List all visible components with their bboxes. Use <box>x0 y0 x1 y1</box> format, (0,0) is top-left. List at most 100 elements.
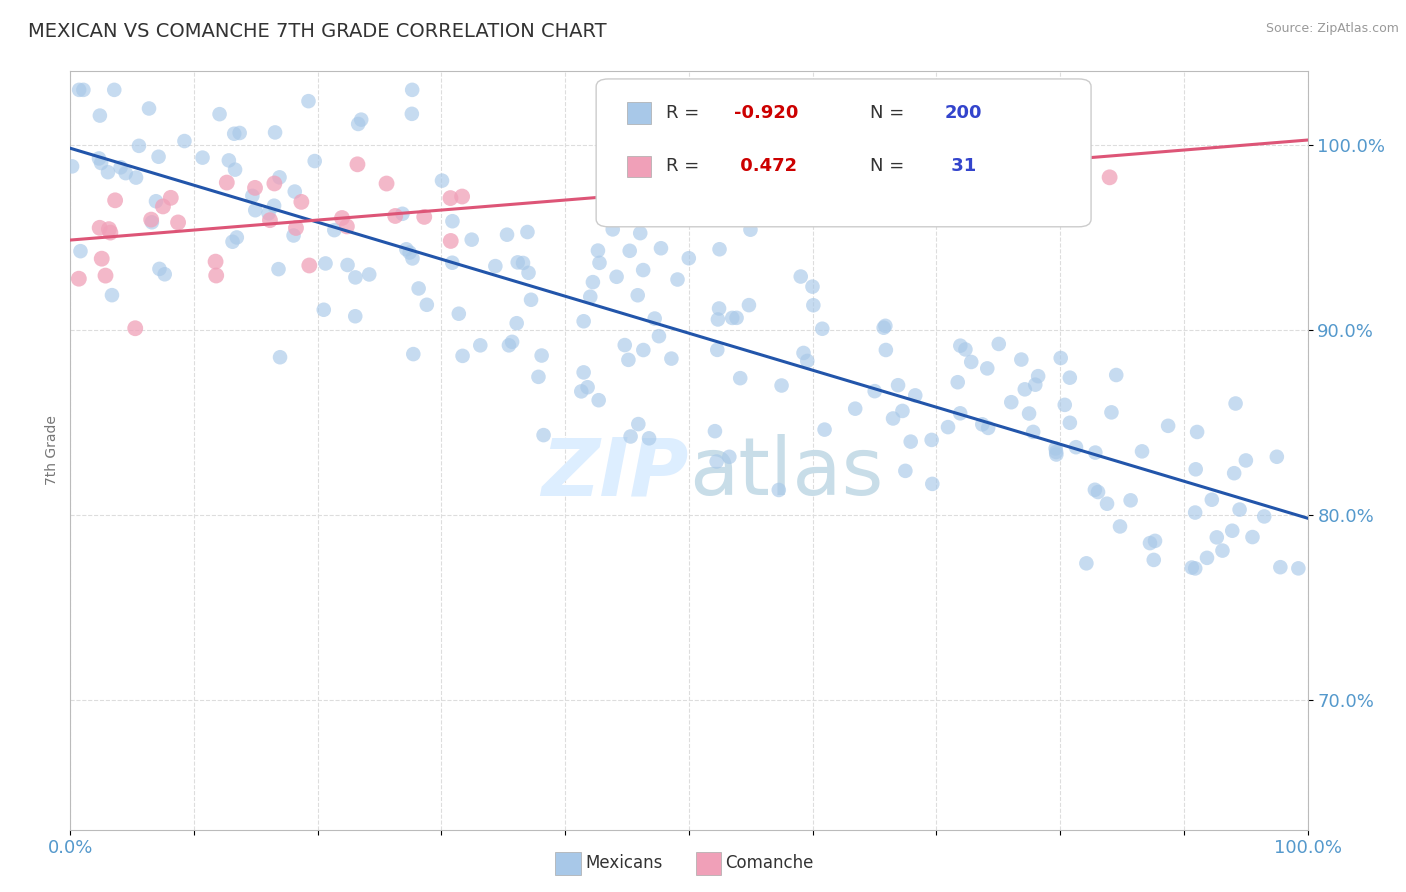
Point <box>204 254 226 268</box>
Point <box>173 134 195 148</box>
Point <box>101 288 124 302</box>
Point <box>602 222 624 236</box>
Point <box>283 228 305 243</box>
Text: atlas: atlas <box>689 434 883 512</box>
Point <box>1053 398 1076 412</box>
Point <box>1014 382 1036 396</box>
Point <box>1253 509 1275 524</box>
Point <box>679 203 702 218</box>
Point <box>215 176 238 190</box>
Point <box>141 215 163 229</box>
Point <box>706 454 728 468</box>
Point <box>72 83 94 97</box>
Text: R =: R = <box>666 157 706 175</box>
Point <box>138 102 160 116</box>
Point <box>977 421 1000 435</box>
Point <box>530 349 553 363</box>
Point <box>285 221 308 235</box>
Point <box>1130 444 1153 458</box>
Point <box>1181 560 1204 574</box>
Point <box>588 256 610 270</box>
Point <box>1184 462 1206 476</box>
Point <box>631 263 654 277</box>
Point <box>304 154 326 169</box>
Point <box>416 298 439 312</box>
Text: ZIP: ZIP <box>541 434 689 512</box>
Point <box>148 150 170 164</box>
Point <box>208 107 231 121</box>
Point <box>891 404 914 418</box>
Point <box>512 256 534 270</box>
Point <box>1026 369 1049 384</box>
Text: N =: N = <box>870 157 910 175</box>
Point <box>344 310 367 324</box>
Text: -0.920: -0.920 <box>734 104 799 122</box>
Point <box>350 112 373 127</box>
Point <box>527 369 550 384</box>
Point <box>1223 466 1246 480</box>
Point <box>949 339 972 353</box>
Point <box>148 261 170 276</box>
Point <box>617 352 640 367</box>
Point <box>312 302 335 317</box>
Point <box>582 275 605 289</box>
Point <box>1024 377 1046 392</box>
Point <box>269 170 291 185</box>
Point <box>505 316 527 330</box>
FancyBboxPatch shape <box>596 79 1091 227</box>
Point <box>69 244 91 259</box>
Point <box>243 181 266 195</box>
Point <box>430 173 453 187</box>
Point <box>811 322 834 336</box>
Point <box>1220 524 1243 538</box>
Point <box>517 266 540 280</box>
Point <box>90 156 112 170</box>
Point <box>728 371 751 385</box>
Point <box>297 94 319 108</box>
Point <box>1109 519 1132 533</box>
Point <box>718 450 741 464</box>
Point <box>648 329 671 343</box>
Point <box>1185 425 1208 439</box>
Point <box>955 343 977 357</box>
Point <box>1098 170 1121 185</box>
Point <box>245 203 267 218</box>
Point <box>628 226 651 240</box>
Text: Source: ZipAtlas.com: Source: ZipAtlas.com <box>1265 22 1399 36</box>
Point <box>1099 405 1122 419</box>
Point <box>408 281 430 295</box>
Point <box>97 165 120 179</box>
Point <box>946 376 969 390</box>
Point <box>225 230 247 244</box>
Point <box>104 194 127 208</box>
Point <box>1234 453 1257 467</box>
Point <box>145 194 167 209</box>
Point <box>1059 416 1081 430</box>
Point <box>1143 553 1166 567</box>
Point <box>976 361 998 376</box>
Point <box>921 476 943 491</box>
Point <box>460 233 482 247</box>
Point <box>703 424 725 438</box>
Point <box>67 83 90 97</box>
Point <box>1211 543 1233 558</box>
Point <box>638 431 661 445</box>
Point <box>725 310 748 325</box>
Point <box>588 393 610 408</box>
Point <box>440 234 463 248</box>
Point <box>375 177 398 191</box>
Point <box>1084 483 1107 497</box>
Text: Comanche: Comanche <box>725 855 814 872</box>
Point <box>124 321 146 335</box>
Point <box>153 267 176 281</box>
Point <box>1022 425 1045 439</box>
Point <box>873 320 896 334</box>
Point <box>1265 450 1288 464</box>
Point <box>401 252 423 266</box>
Point <box>359 268 381 282</box>
Point <box>1225 396 1247 410</box>
Point <box>441 256 464 270</box>
Point <box>344 270 367 285</box>
Point <box>1084 445 1107 459</box>
Point <box>284 185 307 199</box>
